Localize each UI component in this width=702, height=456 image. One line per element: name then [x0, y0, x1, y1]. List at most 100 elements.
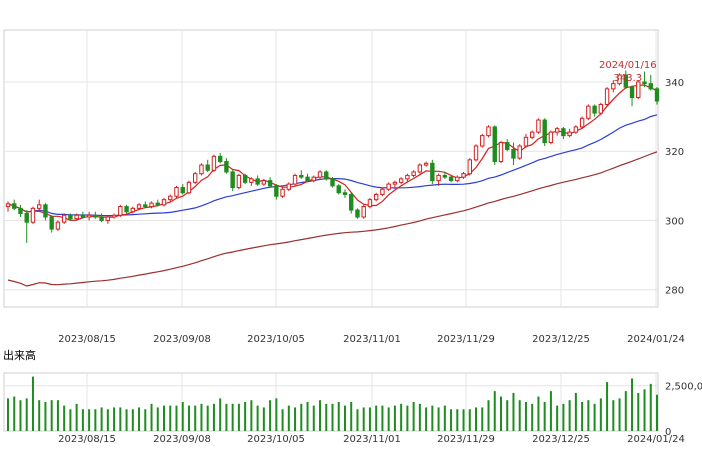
volume-bar: [69, 409, 72, 431]
candle-body: [74, 214, 79, 220]
volume-bar: [381, 405, 384, 431]
volume-bar: [219, 398, 222, 431]
candle-body: [648, 83, 653, 90]
candle-body: [193, 173, 198, 183]
volume-bar: [543, 402, 546, 431]
volume-bar: [275, 398, 278, 431]
candle-body: [598, 103, 604, 114]
volume-bar: [537, 396, 540, 431]
volume-bar: [262, 407, 265, 431]
candle-body: [473, 145, 479, 161]
price-panel-frame: [3, 29, 659, 308]
candle-body: [12, 203, 17, 209]
candle-body: [43, 204, 48, 218]
volume-bar: [319, 400, 322, 431]
candle-body: [230, 171, 235, 189]
volume-bar: [450, 409, 453, 431]
candle-body: [186, 181, 192, 194]
candle-body: [93, 214, 98, 218]
volume-bar: [462, 409, 465, 431]
volume-bar: [138, 407, 141, 431]
volume-bar: [225, 403, 228, 431]
candle-body: [529, 131, 535, 138]
volume-bar: [531, 403, 534, 431]
volume-bar: [350, 402, 353, 431]
candle-body: [24, 213, 29, 223]
candle-body: [5, 203, 11, 208]
volume-bar: [156, 407, 159, 431]
volume-bar: [81, 409, 84, 431]
volume-bar: [343, 405, 346, 431]
price-x-tick-label: 2023/10/05: [247, 334, 305, 345]
volume-bar: [106, 409, 109, 431]
candle-body: [611, 83, 616, 90]
candle-body: [586, 105, 591, 119]
candle-body: [68, 214, 73, 220]
candle-body: [161, 199, 167, 206]
candle-body: [367, 199, 373, 208]
candle-body: [168, 195, 173, 201]
volume-bar: [38, 400, 41, 431]
candle-body: [205, 164, 210, 171]
volume-bar: [31, 376, 34, 431]
volume-bar: [437, 407, 440, 431]
volume-bar: [25, 398, 28, 431]
candle-body: [480, 135, 485, 147]
volume-bar: [487, 400, 490, 431]
candle-body: [511, 148, 516, 159]
volume-bar: [287, 405, 290, 431]
volume-panel-frame: [3, 372, 659, 432]
volume-bar: [562, 403, 565, 431]
price-x-tick-label: 2023/09/08: [153, 334, 211, 345]
volume-bar: [94, 409, 97, 431]
candle-body: [561, 128, 566, 137]
volume-bar: [406, 405, 409, 431]
volume-bar: [306, 402, 309, 431]
candle-body: [99, 216, 104, 221]
volume-bar: [443, 405, 446, 431]
volume-bar: [256, 405, 259, 431]
candle-body: [517, 145, 522, 159]
volume-bar: [175, 405, 178, 431]
volume-bar: [187, 405, 190, 431]
volume-axis-tick-label: 0: [665, 427, 671, 438]
volume-bar: [475, 407, 478, 431]
candle-body: [467, 159, 472, 175]
candle-body: [592, 105, 597, 114]
volume-bar: [656, 394, 658, 431]
candle-body: [423, 162, 429, 166]
volume-bar: [63, 405, 66, 431]
price-axis-tick-label: 280: [665, 286, 684, 297]
candle-body: [573, 126, 579, 133]
candle-body: [336, 185, 341, 194]
price-axis-tick-label: 340: [665, 78, 684, 89]
candle-body: [267, 180, 273, 187]
candle-body: [430, 162, 435, 182]
volume-bar: [337, 402, 340, 431]
volume-bar: [113, 407, 116, 431]
volume-bar: [556, 405, 559, 431]
candle-body: [317, 171, 323, 178]
volume-bar: [194, 405, 197, 431]
candle-body: [579, 117, 585, 128]
candle-body: [143, 204, 148, 208]
candle-body: [492, 126, 497, 163]
high-annotation-date: 2024/01/16: [599, 60, 657, 71]
candle-body: [274, 185, 279, 197]
candle-body: [299, 174, 304, 178]
candle-body: [461, 173, 466, 178]
candle-body: [217, 155, 223, 163]
volume-bar: [574, 392, 577, 431]
price-x-tick-label: 2023/08/15: [58, 334, 116, 345]
volume-bar: [612, 400, 615, 431]
volume-bar: [88, 409, 91, 431]
candle-body: [486, 126, 491, 137]
candle-body: [49, 216, 54, 230]
candle-body: [224, 161, 229, 173]
candle-body: [80, 214, 86, 218]
volume-bar: [549, 391, 552, 431]
volume-bar: [331, 403, 334, 431]
volume-bar: [56, 400, 59, 431]
volume-axis-tick-label: 2,500,00: [665, 382, 702, 393]
volume-x-tick-label: 2024/01/24: [627, 434, 685, 445]
